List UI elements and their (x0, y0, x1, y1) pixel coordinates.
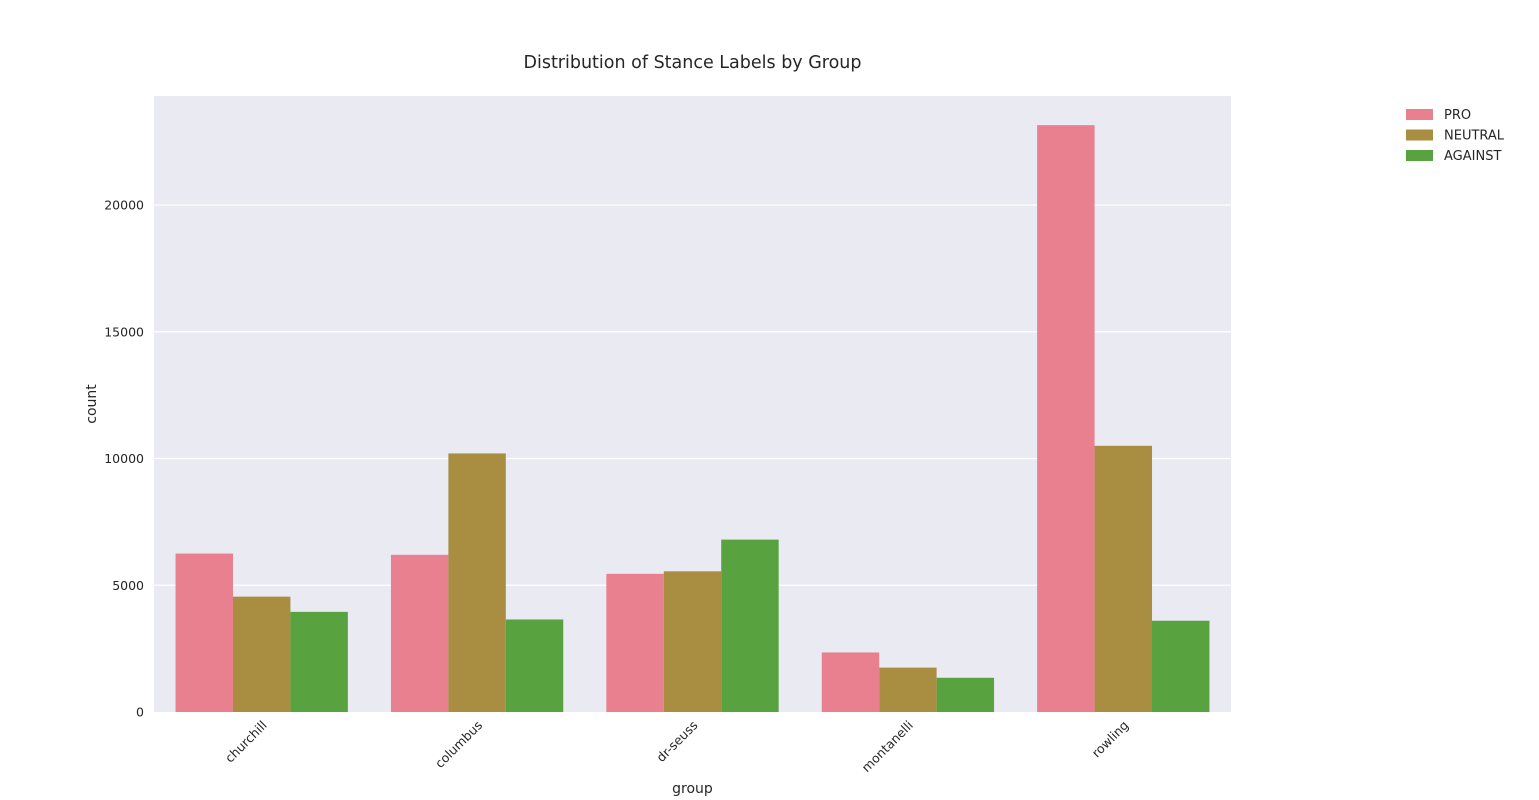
y-tick-label: 20000 (104, 198, 144, 213)
y-axis-label: count (84, 384, 100, 424)
bar-against-columbus (505, 619, 564, 712)
y-tick-label: 10000 (104, 451, 144, 466)
bar-pro-montanelli (821, 652, 880, 712)
x-tick-label: columbus (432, 718, 485, 771)
legend: PRO NEUTRAL AGAINST (1406, 108, 1505, 164)
bar-neutral-rowling (1094, 445, 1153, 712)
bar-neutral-montanelli (879, 667, 937, 712)
bar-against-rowling (1152, 620, 1210, 712)
bar-against-churchill (290, 611, 348, 712)
chart-title: Distribution of Stance Labels by Group (523, 53, 861, 73)
bar-pro-rowling (1037, 125, 1095, 712)
bar-pro-columbus (390, 554, 449, 712)
y-tick-label: 5000 (112, 578, 144, 593)
legend-label-neutral: NEUTRAL (1444, 129, 1505, 144)
bar-neutral-dr-seuss (663, 571, 722, 712)
legend-label-pro: PRO (1444, 108, 1471, 123)
bar-pro-churchill (175, 553, 233, 712)
legend-label-against: AGAINST (1444, 149, 1501, 164)
x-axis-label: group (672, 781, 713, 797)
x-tick-label: dr-seuss (653, 718, 700, 765)
x-tick-label: montanelli (859, 718, 917, 776)
legend-swatch-against (1406, 150, 1433, 161)
bars (175, 125, 1210, 712)
bar-neutral-churchill (232, 596, 291, 712)
x-tick-labels: churchill columbus dr-seuss montanelli rowli… (222, 718, 1132, 776)
bar-against-dr-seuss (721, 539, 779, 712)
bar-against-montanelli (936, 677, 995, 712)
y-tick-labels: 0 5000 10000 15000 20000 (104, 198, 144, 720)
y-tick-label: 0 (136, 705, 144, 720)
bar-pro-dr-seuss (606, 573, 664, 712)
bar-neutral-columbus (448, 453, 506, 712)
y-tick-label: 15000 (104, 324, 144, 339)
x-tick-label: rowling (1089, 718, 1132, 761)
legend-swatch-neutral (1406, 129, 1433, 141)
legend-swatch-pro (1406, 109, 1433, 120)
x-tick-label: churchill (222, 718, 270, 766)
